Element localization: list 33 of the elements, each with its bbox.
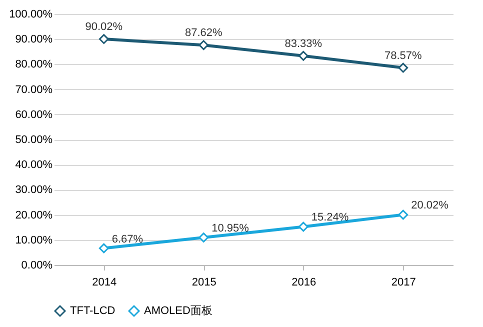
- y-tick-label: 50.00%: [15, 134, 53, 146]
- point: [398, 210, 408, 220]
- y-tick-label: 100.00%: [9, 8, 53, 20]
- y-tick-label: 70.00%: [15, 84, 53, 96]
- legend-label: TFT-LCD: [70, 305, 116, 317]
- data-label: 10.95%: [212, 222, 250, 235]
- point: [198, 40, 209, 50]
- y-tick-label: 90.00%: [15, 34, 53, 46]
- x-tick-label: 2017: [391, 276, 416, 288]
- x-tick-label: 2016: [292, 276, 316, 288]
- data-label: 90.02%: [85, 21, 123, 34]
- point: [298, 222, 308, 232]
- data-label: 15.24%: [311, 212, 349, 224]
- point: [98, 243, 109, 254]
- point: [198, 232, 209, 242]
- point: [298, 50, 308, 61]
- data-label: 6.67%: [112, 233, 144, 246]
- y-tick-label: 0.00%: [21, 260, 53, 272]
- y-tick-label: 20.00%: [15, 209, 53, 222]
- point: [398, 62, 408, 73]
- x-tick-label: 2015: [192, 276, 216, 288]
- y-tick-label: 30.00%: [15, 184, 53, 196]
- y-tick-label: 80.00%: [15, 58, 53, 71]
- data-label: 87.62%: [184, 27, 222, 40]
- data-label: 78.57%: [384, 50, 422, 62]
- y-tick-label: 60.00%: [15, 108, 53, 121]
- data-label: 20.02%: [411, 200, 449, 212]
- x-tick-label: 2014: [92, 276, 117, 288]
- data-label: 83.33%: [284, 38, 322, 50]
- y-tick-label: 40.00%: [15, 159, 53, 172]
- point: [98, 34, 109, 44]
- y-tick-label: 10.00%: [15, 234, 53, 246]
- legend-label: AMOLED面板: [144, 305, 212, 317]
